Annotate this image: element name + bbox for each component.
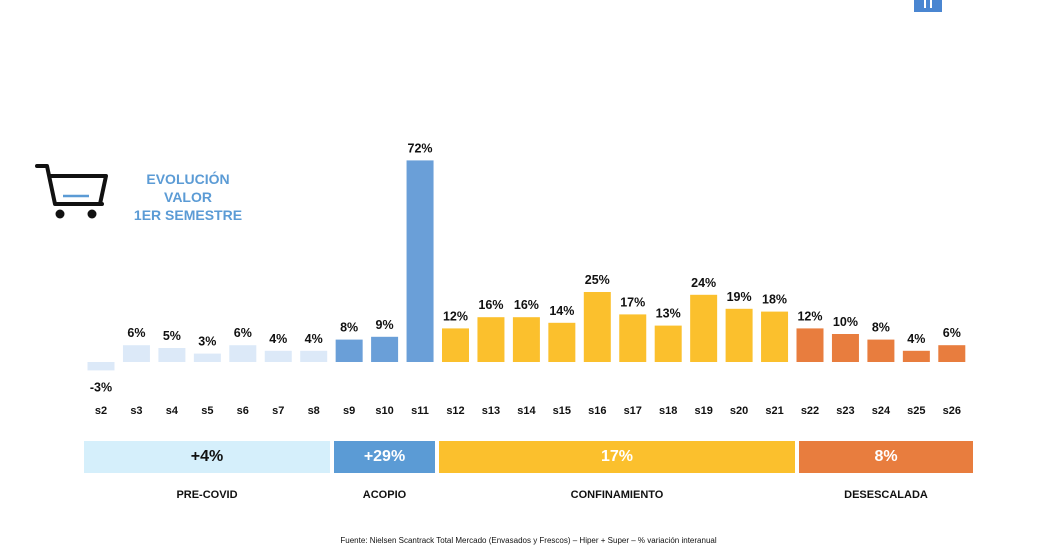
- x-tick-s26: s26: [943, 405, 961, 417]
- phase-name-pre-covid: PRE-COVID: [176, 489, 238, 501]
- x-tick-s17: s17: [624, 405, 642, 417]
- bar-s20: [725, 308, 753, 362]
- bar-s16: [583, 292, 611, 362]
- data-label-s3: 6%: [127, 326, 145, 340]
- x-tick-s6: s6: [237, 405, 249, 417]
- x-tick-s18: s18: [659, 405, 677, 417]
- bar-s5: [193, 353, 221, 362]
- bar-s12: [442, 328, 469, 362]
- data-label-s20: 19%: [727, 290, 752, 304]
- x-tick-s5: s5: [201, 405, 213, 417]
- data-label-s14: 16%: [514, 298, 539, 312]
- data-label-s9: 8%: [340, 321, 358, 335]
- data-label-s18: 13%: [656, 307, 681, 321]
- bar-s3: [122, 345, 150, 362]
- x-tick-s19: s19: [694, 405, 712, 417]
- data-label-s4: 5%: [163, 329, 181, 343]
- bar-s2: [87, 362, 115, 371]
- bar-s10: [371, 336, 399, 362]
- bar-s7: [264, 350, 292, 362]
- x-tick-s15: s15: [553, 405, 571, 417]
- phase-box-pre-covid: +4%: [84, 441, 330, 473]
- data-label-s8: 4%: [305, 332, 323, 346]
- bar-s6: [229, 345, 257, 362]
- x-tick-s13: s13: [482, 405, 500, 417]
- bar-s17: [619, 314, 647, 362]
- data-label-s21: 18%: [762, 293, 787, 307]
- data-label-s5: 3%: [198, 335, 216, 349]
- data-label-s17: 17%: [620, 295, 645, 309]
- data-label-s10: 9%: [376, 318, 394, 332]
- bar-s26: [938, 345, 966, 362]
- bar-s4: [158, 348, 186, 362]
- x-tick-s14: s14: [517, 405, 536, 417]
- x-tick-s23: s23: [836, 405, 854, 417]
- data-label-s25: 4%: [907, 332, 925, 346]
- x-tick-s22: s22: [801, 405, 819, 417]
- phase-box-acopio: +29%: [334, 441, 435, 473]
- data-label-s24: 8%: [872, 321, 890, 335]
- phase-box-confinamiento: 17%: [439, 441, 795, 473]
- x-tick-s20: s20: [730, 405, 748, 417]
- x-tick-s10: s10: [375, 405, 393, 417]
- brand-logo: [914, 0, 942, 12]
- bar-s24: [867, 339, 895, 362]
- chart-title: EVOLUCIÓN VALOR 1ER SEMESTRE: [118, 170, 258, 224]
- bar-chart: -3% s2 6% s3 5% s4 3% s5 6% s6 4% s7 4% s8 8% s9 9% s10 72…: [87, 141, 966, 417]
- x-tick-s16: s16: [588, 405, 606, 417]
- data-label-s13: 16%: [478, 298, 503, 312]
- bar-s9: [335, 339, 363, 362]
- phase-name-desescalada: DESESCALADA: [844, 489, 928, 501]
- bar-s8: [300, 350, 328, 362]
- x-tick-s21: s21: [765, 405, 783, 417]
- bar-s14: [512, 317, 540, 362]
- bar-s13: [477, 317, 505, 362]
- bar-s19: [690, 294, 718, 362]
- bar-s22: [796, 328, 824, 362]
- data-label-s15: 14%: [549, 304, 574, 318]
- bar-s15: [548, 322, 576, 362]
- x-tick-s4: s4: [166, 405, 179, 417]
- chart-title-line: VALOR: [164, 189, 212, 205]
- data-label-s11: 72%: [408, 141, 433, 155]
- bar-s18: [654, 325, 682, 362]
- chart-title-line: 1ER SEMESTRE: [133, 207, 243, 223]
- phase-name-acopio: ACOPIO: [362, 489, 407, 501]
- data-label-s7: 4%: [269, 332, 287, 346]
- data-label-s12: 12%: [443, 309, 468, 323]
- x-tick-s24: s24: [872, 405, 891, 417]
- phase-name-confinamiento: CONFINAMIENTO: [570, 489, 664, 501]
- bar-s25: [902, 350, 930, 362]
- bar-s11: [406, 160, 434, 362]
- x-tick-s3: s3: [130, 405, 142, 417]
- data-label-s23: 10%: [833, 315, 858, 329]
- data-label-s6: 6%: [234, 326, 252, 340]
- phase-box-desescalada: 8%: [799, 441, 973, 473]
- bar-s21: [761, 311, 789, 362]
- x-tick-s9: s9: [343, 405, 355, 417]
- bar-s23: [831, 334, 859, 362]
- x-tick-s11: s11: [411, 405, 429, 417]
- data-label-s16: 25%: [585, 273, 610, 287]
- data-label-s19: 24%: [691, 276, 716, 290]
- data-label-s2: -3%: [90, 380, 112, 394]
- shopping-cart-icon: [35, 164, 108, 219]
- x-tick-s12: s12: [446, 405, 464, 417]
- chart-title-line: EVOLUCIÓN: [146, 171, 230, 187]
- x-tick-s7: s7: [272, 405, 284, 417]
- data-label-s22: 12%: [797, 309, 822, 323]
- x-tick-s8: s8: [308, 405, 320, 417]
- data-label-s26: 6%: [943, 326, 961, 340]
- x-tick-s25: s25: [907, 405, 925, 417]
- x-tick-s2: s2: [95, 405, 107, 417]
- source-note: Fuente: Nielsen Scantrack Total Mercado …: [340, 536, 717, 545]
